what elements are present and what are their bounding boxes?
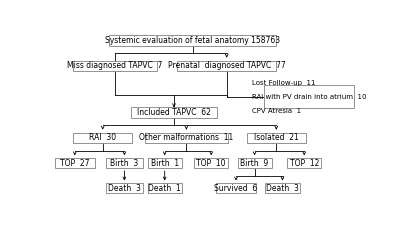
- FancyBboxPatch shape: [148, 158, 182, 168]
- FancyBboxPatch shape: [266, 183, 300, 193]
- FancyBboxPatch shape: [238, 158, 272, 168]
- Text: Birth  3: Birth 3: [110, 159, 138, 168]
- FancyBboxPatch shape: [247, 133, 306, 143]
- Text: Miss diagnosed TAPVC  7: Miss diagnosed TAPVC 7: [68, 61, 163, 70]
- FancyBboxPatch shape: [177, 61, 276, 71]
- Text: RAI  30: RAI 30: [89, 133, 116, 143]
- Text: Included TAPVC  62: Included TAPVC 62: [137, 108, 211, 117]
- FancyBboxPatch shape: [216, 183, 256, 193]
- FancyBboxPatch shape: [144, 133, 228, 143]
- FancyBboxPatch shape: [55, 158, 95, 168]
- FancyBboxPatch shape: [73, 133, 132, 143]
- FancyBboxPatch shape: [106, 183, 143, 193]
- Text: Birth  1: Birth 1: [151, 159, 179, 168]
- FancyBboxPatch shape: [194, 158, 228, 168]
- Text: Survived  6: Survived 6: [214, 184, 258, 193]
- Text: Prenatal  diagnosed TAPVC  77: Prenatal diagnosed TAPVC 77: [168, 61, 286, 70]
- FancyBboxPatch shape: [131, 107, 218, 118]
- Text: Isolated  21: Isolated 21: [254, 133, 299, 143]
- Text: Death  3: Death 3: [266, 184, 299, 193]
- Text: Birth  9: Birth 9: [240, 159, 269, 168]
- Text: Systemic evaluation of fetal anatomy 158763: Systemic evaluation of fetal anatomy 158…: [105, 36, 280, 45]
- Text: TOP  10: TOP 10: [196, 159, 226, 168]
- Text: Death  3: Death 3: [108, 184, 141, 193]
- FancyBboxPatch shape: [109, 35, 276, 46]
- FancyBboxPatch shape: [73, 61, 157, 71]
- Text: Other malformations  11: Other malformations 11: [139, 133, 234, 143]
- Text: TOP  27: TOP 27: [60, 159, 90, 168]
- FancyBboxPatch shape: [106, 158, 143, 168]
- FancyBboxPatch shape: [148, 183, 182, 193]
- Text: Death  1: Death 1: [148, 184, 181, 193]
- Text: Lost Follow-up  11

RAI with PV drain into atrium  10

CPV Atresia  1: Lost Follow-up 11 RAI with PV drain into…: [252, 80, 366, 113]
- Text: TOP  12: TOP 12: [290, 159, 319, 168]
- FancyBboxPatch shape: [287, 158, 321, 168]
- FancyBboxPatch shape: [264, 85, 354, 108]
